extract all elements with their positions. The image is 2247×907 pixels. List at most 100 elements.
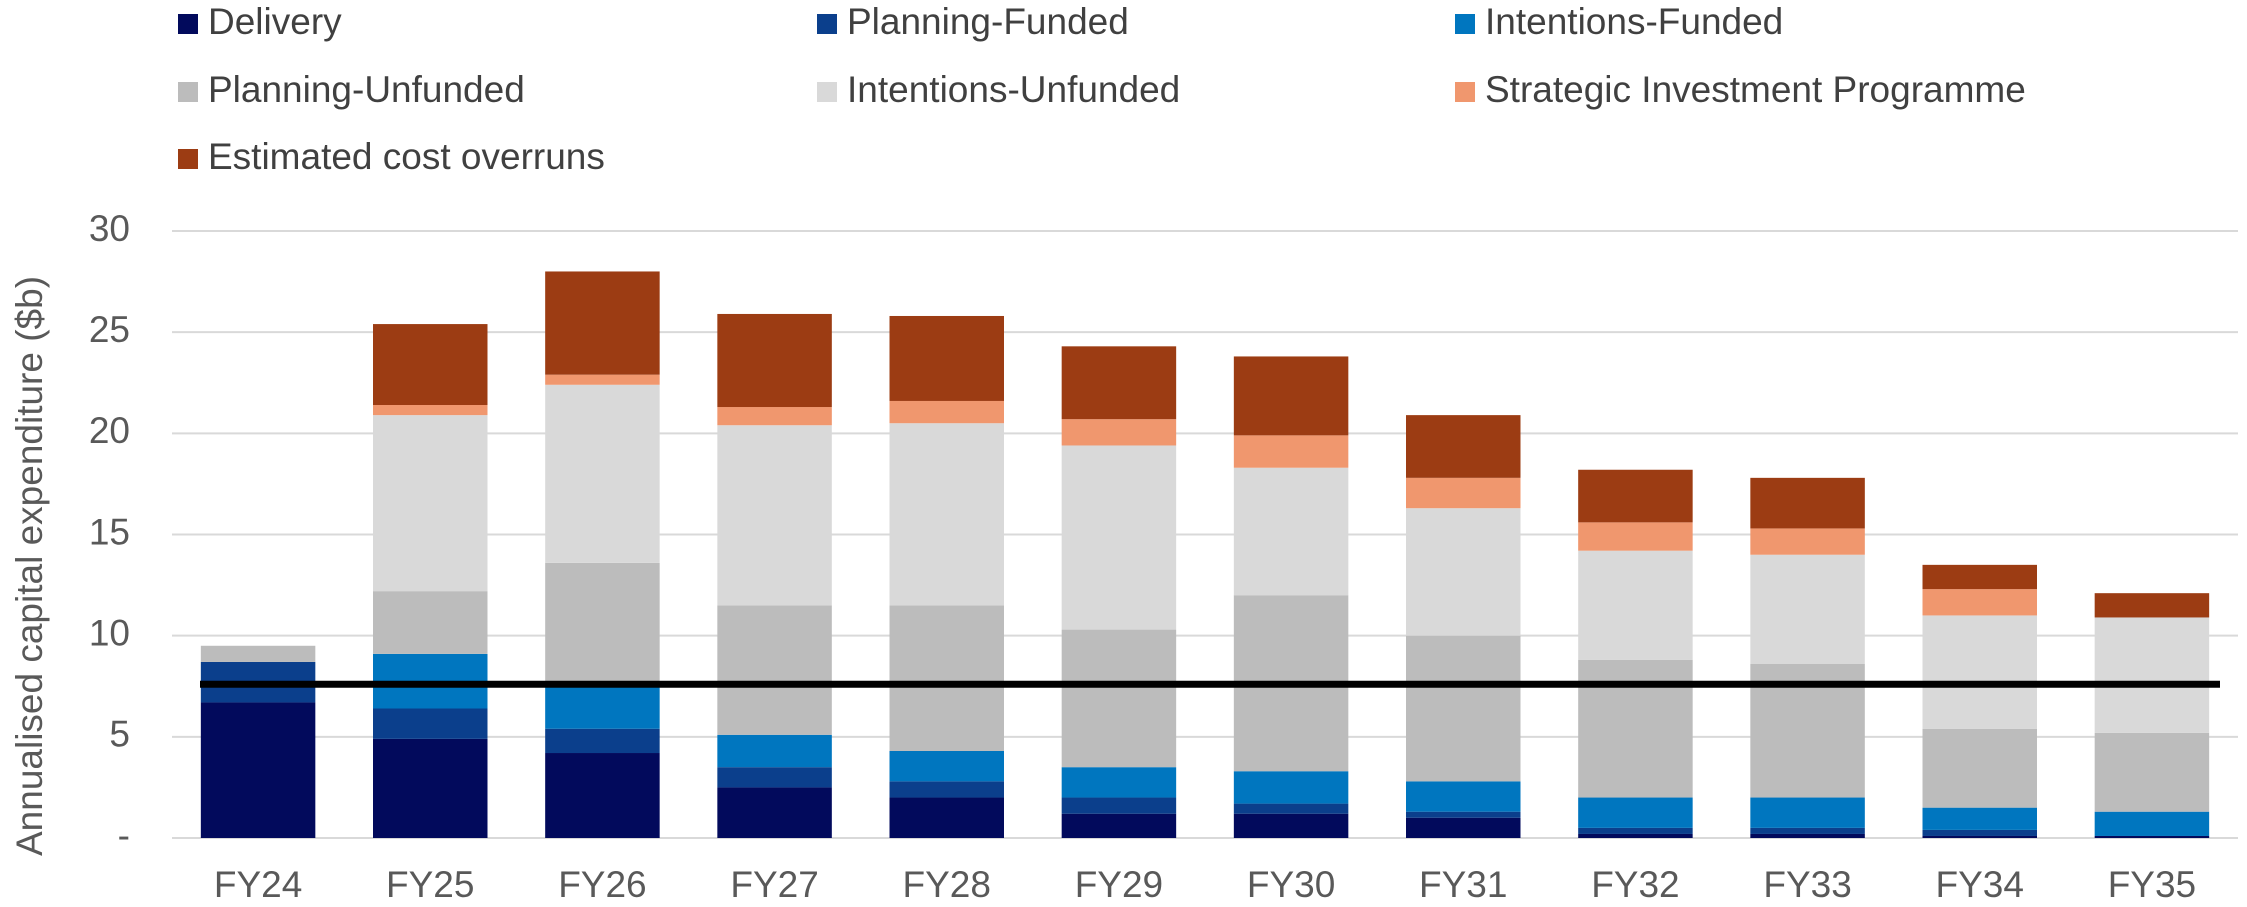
bar-segment [1406,817,1521,838]
bar-segment [1750,797,1865,828]
bar-segment [545,374,660,385]
bar-segment [889,750,1004,782]
bar-segment [1406,477,1521,509]
bar-segment [1233,435,1349,468]
bar-segment [1922,807,2037,830]
bar-segment [200,645,316,662]
legend-label: Strategic Investment Programme [1485,69,2026,110]
bar-segment [2094,617,2210,733]
bar-segment [1233,813,1349,838]
bar-segment [1233,771,1349,804]
legend-label: Planning-Funded [847,1,1129,42]
bar-segment [2094,811,2210,836]
y-tick-label: 20 [89,410,130,451]
bar-segment [889,315,1004,401]
bar-segment [1061,629,1177,768]
bar-segment [1061,813,1177,838]
bar-segment [1922,589,2037,616]
bar-segment [373,324,488,406]
bar-segment [1233,356,1349,436]
bar-segment [1750,833,1865,838]
bar-segment [373,591,488,654]
bar-segment [1578,550,1693,660]
bar-segment [1406,508,1521,636]
bar-segment [2094,732,2210,812]
bar-segment [717,425,832,606]
bar-segment [373,405,488,416]
y-tick-label: 25 [89,309,130,350]
x-tick-label: FY31 [1419,864,1507,905]
bar-segment [1750,554,1865,664]
legend-swatch [178,14,198,34]
bar-segment [1578,797,1693,828]
legend-swatch [178,149,198,169]
bar-segment [2094,835,2210,838]
bar-segment [1922,615,2037,729]
bar-segment [889,605,1004,751]
bar-segment [889,400,1004,424]
bar-segment [1922,829,2037,836]
bar-segment [717,313,832,408]
y-tick-label: 15 [89,511,130,552]
bar-segment [1061,346,1177,420]
bar-segment [1406,811,1521,818]
bar-segment [200,702,316,838]
y-tick-label: 30 [89,208,130,249]
bar-segment [545,271,660,375]
bar-segment [1750,827,1865,834]
bar-segment [717,734,832,768]
y-tick-label: - [118,815,130,856]
bar-segment [373,738,488,838]
bar-segment [1061,445,1177,630]
legend-swatch [1455,82,1475,102]
legend-swatch [817,82,837,102]
bar-segment [1922,564,2037,590]
legend-swatch [178,82,198,102]
x-tick-label: FY33 [1763,864,1851,905]
y-tick-label: 10 [89,612,130,653]
bar-segment [545,728,660,754]
bar-segment [545,684,660,729]
bar-segment [1406,415,1521,478]
x-tick-label: FY28 [903,864,991,905]
bar-segment [1750,528,1865,555]
x-tick-label: FY25 [386,864,474,905]
x-tick-label: FY35 [2108,864,2196,905]
bar-segment [1578,522,1693,551]
bar-segment [545,753,660,838]
bar-segment [2094,593,2210,618]
bar-segment [717,767,832,788]
legend-label: Planning-Unfunded [208,69,525,110]
bar-segment [1406,635,1521,782]
bar-segment [1578,659,1693,798]
bar-segment [1233,803,1349,814]
x-tick-label: FY29 [1075,864,1163,905]
bar-segment [545,562,660,685]
x-tick-label: FY34 [1936,864,2024,905]
x-tick-label: FY30 [1247,864,1335,905]
x-tick-label: FY24 [214,864,302,905]
bar-segment [545,384,660,563]
bar-segment [373,708,488,739]
bar-segment [1578,469,1693,523]
bar-segment [717,605,832,735]
x-tick-label: FY26 [558,864,646,905]
legend-label: Intentions-Unfunded [847,69,1180,110]
bar-segment [717,787,832,838]
bar-segment [1061,797,1177,814]
bar-segment [1922,835,2037,838]
legend-label: Intentions-Funded [1485,1,1783,42]
bar-segment [889,423,1004,606]
y-axis-title: Annualised capital expenditure ($b) [9,276,50,856]
bar-segment [1406,781,1521,812]
legend-label: Delivery [208,1,342,42]
bar-segment [1061,419,1177,446]
bar-segment [717,407,832,426]
x-tick-label: FY27 [730,864,818,905]
legend-swatch [1455,14,1475,34]
bar-segment [373,415,488,592]
legend-label: Estimated cost overruns [208,136,605,177]
bar-segment [889,781,1004,798]
